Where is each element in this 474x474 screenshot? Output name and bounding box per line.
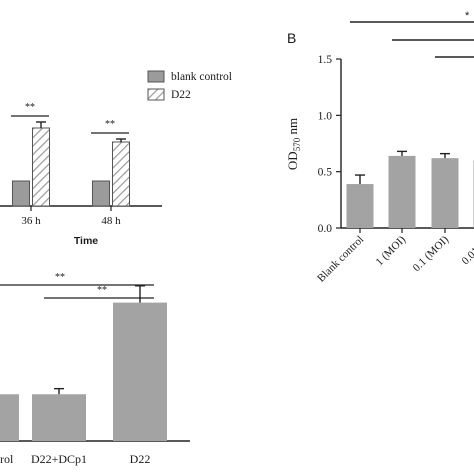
panel-c-x-tick-label-2: D22 (130, 452, 151, 466)
panel-c-sig-label-1: ** (97, 285, 107, 296)
panel-b-bar-0 (346, 184, 374, 228)
panel-a-legend-label-1: D22 (171, 89, 191, 101)
panel-b-y-tick-label-3: 1.5 (318, 54, 333, 66)
panel-a-legend-swatch-1 (147, 88, 165, 101)
panel-b-y-tick-label-1: 0.5 (318, 167, 333, 179)
panel-b-y-label-main: OD (285, 151, 300, 170)
panel-c-x-tick-label-0: rol (0, 452, 14, 466)
panel-b-y-label-unit: nm (285, 118, 300, 138)
panel-a-x-tick-label-1: 48 h (101, 215, 121, 227)
panel-c-bar-1 (32, 394, 86, 441)
panel-a-x-label: Time (74, 235, 98, 247)
panel-b-bar-1 (388, 155, 416, 228)
panel-b-x-tick-label-0: Blank control (315, 234, 366, 285)
panel-b-bar-2 (431, 158, 459, 228)
panel-b-y-tick-label-2: 1.0 (318, 110, 333, 122)
panel-c-x-tick-label-1: D22+DCp1 (31, 452, 87, 466)
panel-b-x-tick-label-3: 0.01 (M (460, 233, 474, 267)
panel-a-bar-s0-1 (92, 180, 110, 207)
panel-a-legend-label-0: blank control (171, 71, 232, 83)
panel-a-legend-swatch-0 (147, 70, 165, 83)
panel-b-y-label-sub: 570 (292, 137, 302, 151)
panel-b-y-tick-label-0: 0.0 (318, 223, 333, 235)
panel-a-legend: blank control D22 (147, 70, 232, 101)
panel-b-chart: B 0.0 0.5 1.0 1.5 OD570 nm Blank control 1 (… (285, 10, 474, 285)
panel-a-bar-s1-0 (32, 127, 50, 207)
panel-a-x-tick-label-0: 36 h (21, 215, 41, 227)
panel-b-label: B (287, 30, 296, 46)
panel-c-bar-0 (0, 394, 19, 441)
panel-b-sig-label: * (465, 10, 470, 22)
panel-c-bar-2 (113, 302, 167, 441)
panel-a-bar-s1-1 (112, 141, 130, 207)
panel-c-sig-label-0: ** (55, 272, 65, 283)
panel-a-sig-label-0: ** (25, 102, 35, 113)
panel-a-bar-s0-0 (12, 180, 30, 207)
panel-a-sig-label-1: ** (105, 119, 115, 130)
panel-b-x-tick-label-1: 1 (MOI) (373, 233, 408, 268)
panel-c-chart: ** ** rol D22+DCp1 D22 (0, 272, 190, 466)
panel-a-chart: ** ** 36 h 48 h Time blank control D22 (0, 70, 232, 247)
panel-b-x-tick-label-2: 0.1 (MOI) (411, 233, 452, 274)
panel-b-y-label: OD570 nm (285, 118, 302, 170)
